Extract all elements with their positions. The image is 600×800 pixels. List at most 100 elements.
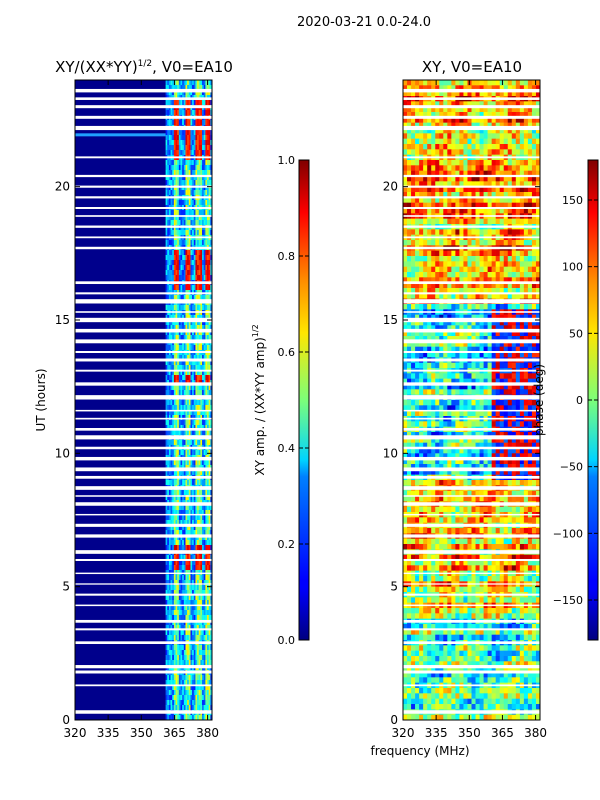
amplitude-cell — [202, 420, 205, 426]
amplitude-cell — [198, 510, 201, 516]
amplitude-cell — [195, 520, 198, 526]
amplitude-cell — [210, 715, 213, 721]
amplitude-cell — [208, 215, 211, 221]
amplitude-cell — [197, 685, 200, 691]
amplitude-cell — [190, 285, 193, 291]
amplitude-cell — [172, 625, 175, 631]
phase-cell — [467, 128, 472, 134]
amplitude-cell — [190, 560, 193, 566]
amplitude-cell — [210, 635, 213, 641]
amplitude-cell — [178, 685, 181, 691]
amplitude-cell — [180, 215, 183, 221]
amplitude-cell — [172, 450, 175, 456]
amplitude-cell — [165, 80, 168, 86]
amplitude-cell — [165, 520, 168, 526]
phase-cell — [459, 80, 464, 86]
amplitude-cell — [202, 100, 205, 106]
phase-cell — [503, 277, 509, 283]
amplitude-cell — [173, 275, 176, 281]
amplitude-cell — [192, 390, 195, 396]
amplitude-cell — [200, 85, 203, 91]
amplitude-cell — [178, 655, 181, 661]
amplitude-cell — [183, 645, 186, 651]
phase-cell — [439, 266, 444, 273]
amplitude-cell — [198, 220, 201, 226]
amplitude-cell — [182, 275, 185, 281]
amplitude-cell — [165, 515, 168, 521]
amplitude-cell — [195, 140, 198, 146]
phase-cell — [471, 192, 476, 198]
amplitude-cell — [207, 635, 209, 641]
amplitude-cell — [180, 370, 183, 376]
phase-cell — [483, 170, 488, 177]
phase-cell — [503, 133, 509, 139]
amplitude-cell — [170, 535, 173, 541]
phase-cell — [423, 149, 428, 155]
phase-cell — [523, 170, 529, 177]
amplitude-cell — [167, 655, 170, 661]
phase-cell — [503, 186, 509, 193]
amplitude-cell — [210, 240, 213, 246]
amplitude-cell — [178, 400, 181, 406]
phase-cell — [467, 133, 472, 139]
amplitude-cell — [192, 140, 195, 146]
amplitude-cell — [198, 630, 201, 636]
amplitude-cell — [173, 505, 176, 511]
amplitude-cell — [195, 145, 198, 151]
phase-cell — [527, 240, 533, 246]
amplitude-cell — [172, 410, 175, 416]
amplitude-cell — [203, 675, 206, 681]
amplitude-cell — [185, 460, 188, 466]
phase-cell — [403, 266, 408, 273]
amplitude-cell — [205, 220, 208, 226]
phase-cell — [491, 128, 496, 134]
amplitude-cell — [180, 470, 183, 476]
amplitude-cell — [178, 705, 181, 711]
phase-cell — [411, 192, 416, 198]
amplitude-cell — [200, 700, 203, 706]
amplitude-cell — [187, 190, 190, 196]
phase-cell — [447, 85, 452, 91]
amplitude-axes-frame — [74, 79, 213, 721]
phase-cell — [523, 106, 529, 113]
amplitude-cell — [210, 110, 213, 116]
phase-cell — [435, 149, 440, 155]
amplitude-cell — [190, 490, 193, 496]
amplitude-cell — [172, 230, 175, 236]
phase-cell — [491, 165, 496, 171]
amplitude-colorbar-label-exponent: 1/2 — [251, 324, 260, 337]
phase-cell — [419, 138, 424, 145]
amplitude-cell — [187, 690, 190, 696]
amplitude-cell — [198, 420, 201, 426]
phase-cell — [463, 186, 468, 193]
phase-cell — [435, 181, 440, 187]
phase-cell — [507, 106, 513, 113]
amplitude-cell — [180, 410, 183, 416]
phase-cell — [483, 165, 488, 171]
phase-cell — [415, 144, 420, 150]
amplitude-cell — [193, 545, 196, 551]
phase-cell — [435, 272, 440, 278]
amplitude-cell — [188, 305, 191, 311]
amplitude-cell — [167, 345, 170, 351]
amplitude-cell — [190, 140, 193, 146]
amplitude-cell — [177, 415, 180, 421]
phase-cell — [483, 128, 488, 134]
phase-cell — [415, 133, 420, 139]
phase-cell — [471, 266, 476, 273]
amplitude-cell — [205, 430, 208, 436]
amplitude-cell — [193, 375, 196, 381]
amplitude-cell — [167, 200, 170, 206]
phase-cell — [483, 197, 488, 203]
amplitude-cell — [188, 370, 191, 376]
amplitude-cell — [178, 150, 181, 156]
amplitude-cell — [187, 450, 190, 456]
phase-cell — [479, 192, 484, 198]
amplitude-cell — [200, 140, 203, 146]
amplitude-cell — [192, 470, 195, 476]
phase-cell — [435, 218, 440, 225]
amplitude-cell — [192, 130, 195, 136]
amplitude-cell — [202, 390, 205, 396]
phase-cell — [459, 176, 464, 182]
amplitude-cell — [193, 165, 196, 171]
